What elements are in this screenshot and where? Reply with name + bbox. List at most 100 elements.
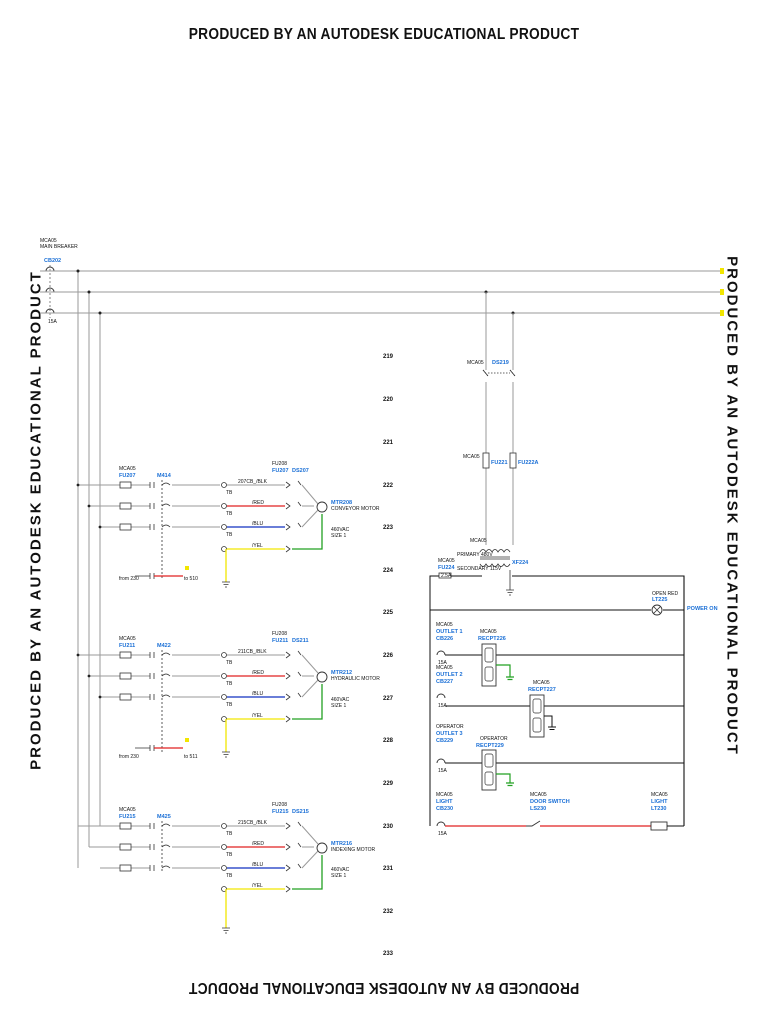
pilot-light-desc: POWER ON <box>687 606 718 612</box>
switch-loc: MCA05 <box>530 792 547 798</box>
ds-tag: DS219 <box>492 360 509 366</box>
xf-tag: XF224 <box>512 560 529 566</box>
wire-label: /YEL <box>252 543 263 549</box>
main-breaker-tag: CB202 <box>44 258 61 264</box>
rung-number: 225 <box>383 610 394 616</box>
fuse-tag: FU215 <box>119 814 136 820</box>
motor-icon <box>316 671 328 683</box>
xf-secondary: SECONDARY 115V <box>457 566 502 572</box>
fu-tag: FU215 <box>272 809 289 815</box>
switch-tag: LS230 <box>530 806 546 812</box>
rcpt-tag: RECPT229 <box>476 743 504 749</box>
wire-label: /RED <box>252 841 264 847</box>
mcc-tag: M425 <box>157 814 171 820</box>
fu-tag: FU211 <box>272 638 288 644</box>
wire-label: 207CB_/BLK <box>238 479 268 485</box>
tb-label: TB <box>226 831 233 837</box>
lamp-icon <box>650 821 668 831</box>
cb-loc: MCA05 <box>436 792 453 798</box>
receptacle-icon <box>481 643 497 687</box>
motor-circuit-1: MCA05 FU207 M414 TB TB TB 207CB_/BLK /RE… <box>78 461 380 588</box>
fuse-tag: FU207 <box>119 473 136 479</box>
wire-label: /RED <box>252 500 264 506</box>
motor-desc: HYDRAULIC MOTOR <box>331 676 380 682</box>
receptacle-circuit-2: MCA05 OUTLET 2 CB227 15A MCA05 RECPT227 <box>436 665 684 738</box>
cb-tag: CB230 <box>436 806 453 812</box>
motor-tag: MTR208 <box>331 500 352 506</box>
tb-label: TB <box>226 490 233 496</box>
rung-number: 222 <box>383 483 394 489</box>
cb-rating: 15A <box>438 831 448 837</box>
wire-label: 215CB_/BLK <box>238 820 268 826</box>
main-breaker: MCA05 MAIN BREAKER CB202 15A <box>40 238 78 325</box>
cross-ref-to: to 510 <box>184 576 198 582</box>
power-bus <box>40 270 724 314</box>
motor-circuit-2: MCA05 FU211 M422 TB TB TB 211CB_/BLK /RE… <box>76 483 380 760</box>
motor-icon <box>316 842 328 854</box>
motor-tag: MTR216 <box>331 841 352 847</box>
rung-number: 228 <box>383 738 394 744</box>
mcc-tag: M422 <box>157 643 171 649</box>
tb-label: TB <box>226 660 233 666</box>
cb-loc: MCA05 <box>436 622 453 628</box>
rcpt-loc: OPERATOR <box>480 736 508 742</box>
cb-desc: OUTLET 1 <box>436 629 463 635</box>
xf-loc: MCA05 <box>470 538 487 544</box>
wire-label: /YEL <box>252 713 263 719</box>
fuse-loc: MCA05 <box>119 807 136 813</box>
motor-circuit-3: MCA05 FU215 M425 TB TB TB 215CB_/BLK /RE… <box>78 802 375 934</box>
rung-number: 221 <box>383 440 394 446</box>
xf-primary: PRIMARY 480V <box>457 552 493 558</box>
rung-number: 220 <box>383 397 394 403</box>
rung-number: 233 <box>383 951 394 957</box>
mcc-tag: M414 <box>157 473 172 479</box>
fuse-tag-b: FU222A <box>518 460 539 466</box>
wire-label: /BLU <box>252 521 264 527</box>
rcpt-loc: MCA05 <box>533 680 550 686</box>
receptacle-icon <box>529 694 545 738</box>
motor-feeders <box>77 271 101 868</box>
rung-number: 226 <box>383 653 394 659</box>
fu-tag: FU207 <box>272 468 289 474</box>
cross-ref-from: from 230 <box>119 576 139 582</box>
rung-number: 229 <box>383 781 394 787</box>
transformer-icon <box>479 549 511 567</box>
rung-numbers: 219 220 221 222 223 224 225 226 227 228 … <box>383 354 394 957</box>
motor-icon <box>316 501 328 513</box>
cross-ref-to: to 511 <box>184 754 198 760</box>
sec-fuse-rating: 2.5A <box>441 573 452 579</box>
wire-label: /BLU <box>252 691 264 697</box>
cb-rating: 15A <box>438 768 448 774</box>
tb-label: TB <box>226 511 233 517</box>
cb-tag: CB226 <box>436 636 453 642</box>
pilot-light-circuit: OPEN RED LT225 POWER ON <box>430 591 718 616</box>
receptacle-circuit-3: OPERATOR OUTLET 3 CB229 15A OPERATOR REC… <box>436 724 684 791</box>
cb-tag: CB227 <box>436 679 453 685</box>
wire-label: /RED <box>252 670 264 676</box>
tb-label: TB <box>226 532 233 538</box>
rung-number: 224 <box>383 568 394 574</box>
light-circuit: MCA05 LIGHT CB230 15A MCA05 DOOR SWITCH … <box>436 792 684 837</box>
tb-label: TB <box>226 702 233 708</box>
tb-label: TB <box>226 681 233 687</box>
rcpt-tag: RECPT226 <box>478 636 506 642</box>
motor-volt: 460VAC <box>331 867 350 873</box>
motor-desc: INDEXING MOTOR <box>331 847 375 853</box>
fuse-loc: MCA05 <box>463 454 480 460</box>
pilot-light-loc: OPEN RED <box>652 591 679 597</box>
cb-desc: OUTLET 3 <box>436 731 463 737</box>
wire-label: 211CB_/BLK <box>238 649 267 655</box>
rung-number: 232 <box>383 909 394 915</box>
motor-volt: 460VAC <box>331 527 350 533</box>
lamp-desc: LIGHT <box>651 799 668 805</box>
tb-label: TB <box>226 852 233 858</box>
motor-desc: CONVEYOR MOTOR <box>331 506 380 512</box>
motor-volt: 460VAC <box>331 697 350 703</box>
cb-loc: MCA05 <box>436 665 453 671</box>
lamp-tag: LT230 <box>651 806 667 812</box>
transformer-branch: MCA05 DS219 MCA05 FU221 FU222A MCA05 PRI… <box>429 292 685 826</box>
switch-desc: DOOR SWITCH <box>530 799 570 805</box>
tb-label: TB <box>226 873 233 879</box>
watermark-top: PRODUCED BY AN AUTODESK EDUCATIONAL PROD… <box>188 26 580 43</box>
